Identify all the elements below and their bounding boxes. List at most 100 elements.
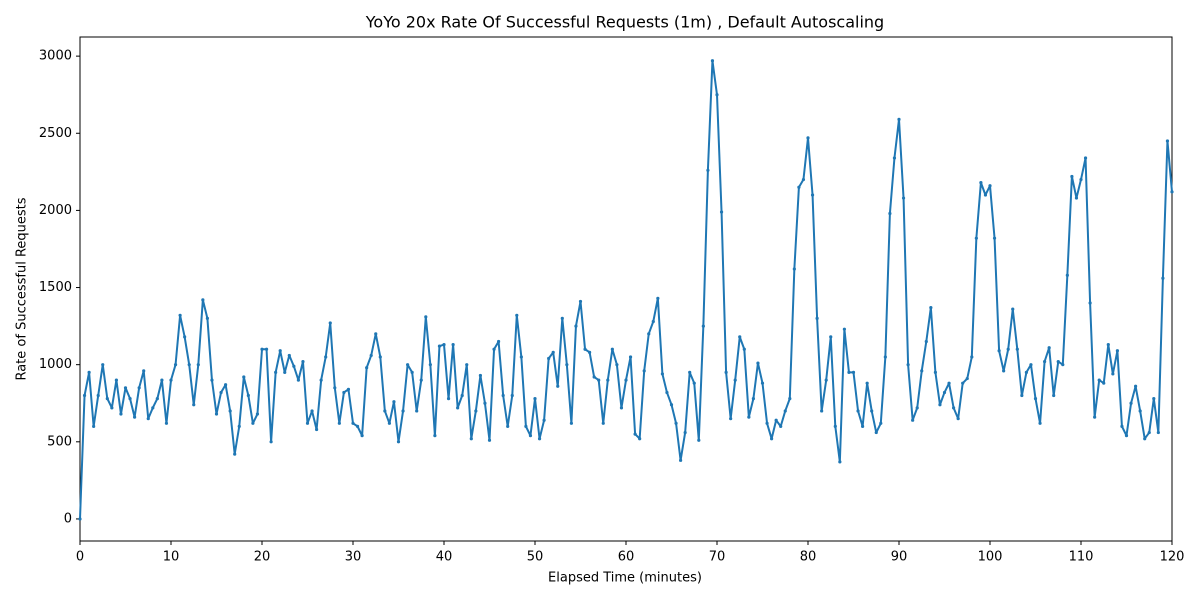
data-point xyxy=(1015,347,1019,351)
data-point xyxy=(164,421,169,425)
data-point xyxy=(205,316,209,320)
data-point xyxy=(101,363,105,367)
y-tick-label: 3000 xyxy=(39,49,72,64)
data-point xyxy=(865,381,869,385)
data-point xyxy=(619,406,624,410)
data-point xyxy=(133,415,137,419)
data-point xyxy=(719,210,724,214)
data-point xyxy=(1083,156,1088,160)
data-point xyxy=(1002,369,1006,373)
data-point xyxy=(588,350,592,354)
data-point xyxy=(451,343,455,347)
data-point xyxy=(456,406,460,410)
data-point xyxy=(901,196,906,200)
data-point xyxy=(424,315,428,319)
data-point xyxy=(1102,381,1106,385)
data-point xyxy=(233,452,237,456)
data-point xyxy=(979,181,983,185)
data-point xyxy=(246,393,250,398)
data-point xyxy=(1143,437,1147,441)
data-point xyxy=(178,313,182,317)
data-point xyxy=(242,375,246,379)
y-tick-label: 2000 xyxy=(39,203,72,218)
data-point xyxy=(214,412,219,416)
data-point xyxy=(733,378,737,382)
data-point xyxy=(929,305,933,310)
data-point xyxy=(1006,347,1010,351)
data-point xyxy=(810,193,815,197)
data-point xyxy=(933,370,938,374)
data-point xyxy=(1065,273,1069,277)
data-point xyxy=(369,353,373,358)
data-point xyxy=(128,397,132,401)
data-point xyxy=(1052,393,1056,398)
data-point xyxy=(228,409,232,413)
data-point xyxy=(497,339,501,344)
data-point xyxy=(806,136,810,140)
data-point xyxy=(879,421,883,425)
data-point xyxy=(988,184,992,188)
data-point xyxy=(1088,301,1092,305)
data-point xyxy=(983,193,988,197)
data-point xyxy=(783,409,787,413)
y-axis-label: Rate of Successful Requests xyxy=(15,197,30,380)
data-point xyxy=(906,363,910,367)
data-point xyxy=(610,347,614,351)
data-point xyxy=(537,437,542,441)
data-point xyxy=(892,156,897,160)
data-point xyxy=(1047,346,1051,350)
data-point xyxy=(137,386,141,390)
data-point xyxy=(874,430,878,435)
data-point xyxy=(442,343,446,347)
data-point xyxy=(683,430,687,435)
data-point xyxy=(151,406,155,410)
data-point xyxy=(797,185,801,189)
data-point xyxy=(465,363,469,367)
data-point xyxy=(87,370,91,374)
data-point xyxy=(342,390,346,395)
data-point xyxy=(624,378,628,382)
data-point xyxy=(651,319,655,324)
data-point xyxy=(792,267,796,271)
data-point xyxy=(328,321,332,325)
data-point xyxy=(401,409,405,413)
data-point xyxy=(533,397,537,401)
data-point xyxy=(565,363,569,367)
data-point xyxy=(560,316,564,320)
data-point xyxy=(201,298,205,302)
data-point xyxy=(1106,343,1110,347)
data-point xyxy=(1170,190,1174,194)
data-point xyxy=(706,168,710,172)
data-point xyxy=(278,349,282,353)
data-point xyxy=(519,355,523,359)
x-tick-label: 90 xyxy=(891,550,908,565)
data-point xyxy=(924,339,928,344)
data-point xyxy=(656,296,660,300)
data-point xyxy=(938,403,942,407)
data-point xyxy=(801,177,806,182)
chart-title: YoYo 20x Rate Of Successful Requests (1m… xyxy=(365,13,884,32)
data-point xyxy=(597,378,601,382)
data-point xyxy=(433,434,437,438)
data-point xyxy=(510,393,514,398)
data-point xyxy=(355,424,360,428)
data-point xyxy=(1165,139,1170,143)
x-tick-label: 70 xyxy=(709,550,726,565)
data-point xyxy=(360,434,364,438)
data-point xyxy=(1161,276,1165,280)
data-point xyxy=(173,363,178,367)
data-point xyxy=(601,421,605,425)
data-point xyxy=(952,406,956,410)
data-point xyxy=(556,384,560,388)
data-point xyxy=(169,378,173,382)
data-point xyxy=(1061,363,1065,367)
data-point xyxy=(724,370,728,374)
data-point xyxy=(697,438,701,442)
data-point xyxy=(870,409,874,413)
data-point xyxy=(437,344,442,348)
data-point xyxy=(788,397,792,401)
x-axis-label: Elapsed Time (minutes) xyxy=(548,571,702,586)
data-point xyxy=(628,355,633,359)
data-point xyxy=(751,397,756,401)
data-point xyxy=(615,363,619,367)
